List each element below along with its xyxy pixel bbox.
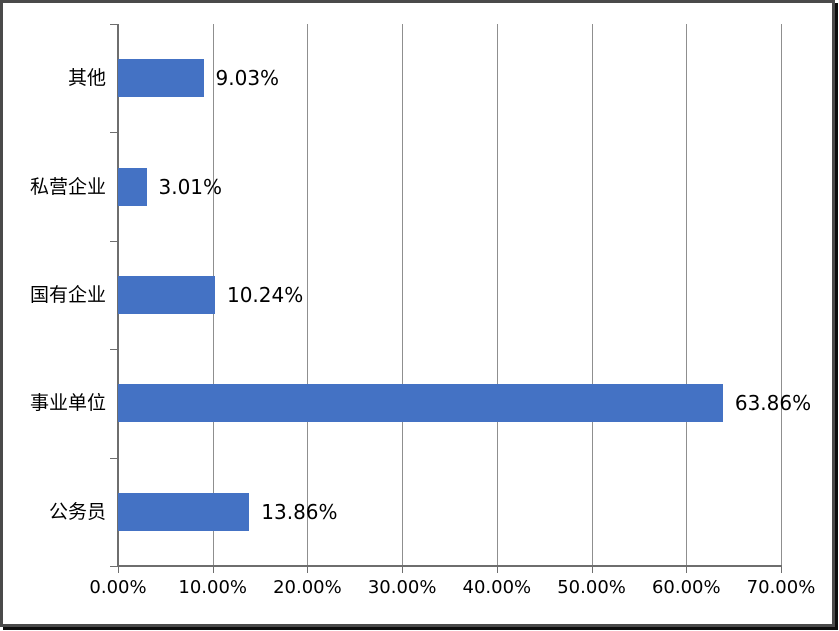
category-label: 其他 xyxy=(67,67,106,90)
bar xyxy=(118,276,215,314)
bar-value-label: 13.86% xyxy=(261,499,338,524)
x-gridline xyxy=(402,24,404,566)
bar xyxy=(118,59,204,98)
bar-value-label: 9.03% xyxy=(215,66,280,91)
x-axis-line xyxy=(117,565,782,567)
x-axis-tick-label: 0.00% xyxy=(89,577,147,598)
category-label: 公务员 xyxy=(48,500,106,523)
y-axis-tick xyxy=(110,457,118,459)
x-axis-tick-label: 20.00% xyxy=(273,577,342,598)
category-label: 私营企业 xyxy=(29,175,106,198)
y-axis-tick xyxy=(110,132,118,134)
x-axis-tick xyxy=(402,566,404,573)
y-axis-tick xyxy=(110,349,118,351)
category-label: 事业单位 xyxy=(29,392,106,415)
x-axis-tick-label: 60.00% xyxy=(651,577,721,598)
bar xyxy=(118,167,147,206)
x-axis-tick xyxy=(118,566,119,573)
x-gridline xyxy=(496,24,498,566)
y-axis-tick xyxy=(110,566,118,567)
x-axis-tick xyxy=(496,566,498,573)
bar-value-label: 63.86% xyxy=(734,391,812,416)
x-gridline xyxy=(781,24,782,566)
bar-value-label: 3.01% xyxy=(158,174,223,199)
bar-value-label: 10.24% xyxy=(226,283,304,307)
x-gridline xyxy=(591,24,593,566)
category-label: 国有企业 xyxy=(29,284,106,306)
x-axis-tick xyxy=(307,566,309,573)
x-gridline xyxy=(307,24,309,566)
x-axis-tick-label: 50.00% xyxy=(557,577,626,598)
x-axis-tick-label: 10.00% xyxy=(178,577,248,598)
x-gridline xyxy=(686,24,688,566)
x-axis-tick xyxy=(212,566,214,573)
x-axis-tick-label: 40.00% xyxy=(462,577,532,598)
y-axis-tick xyxy=(110,240,118,242)
bar xyxy=(118,384,723,423)
x-axis-tick xyxy=(781,566,782,573)
x-axis-tick xyxy=(686,566,688,573)
horizontal-bar-chart: 0.00% 10.00% 20.00% 30.00% 40.00% 50.00% 60.00… xyxy=(3,3,832,624)
y-axis-tick xyxy=(110,24,118,25)
bar xyxy=(118,492,250,531)
x-axis-tick xyxy=(591,566,593,573)
x-axis-tick-label: 30.00% xyxy=(367,577,437,598)
x-axis-tick-label: 70.00% xyxy=(746,577,816,598)
